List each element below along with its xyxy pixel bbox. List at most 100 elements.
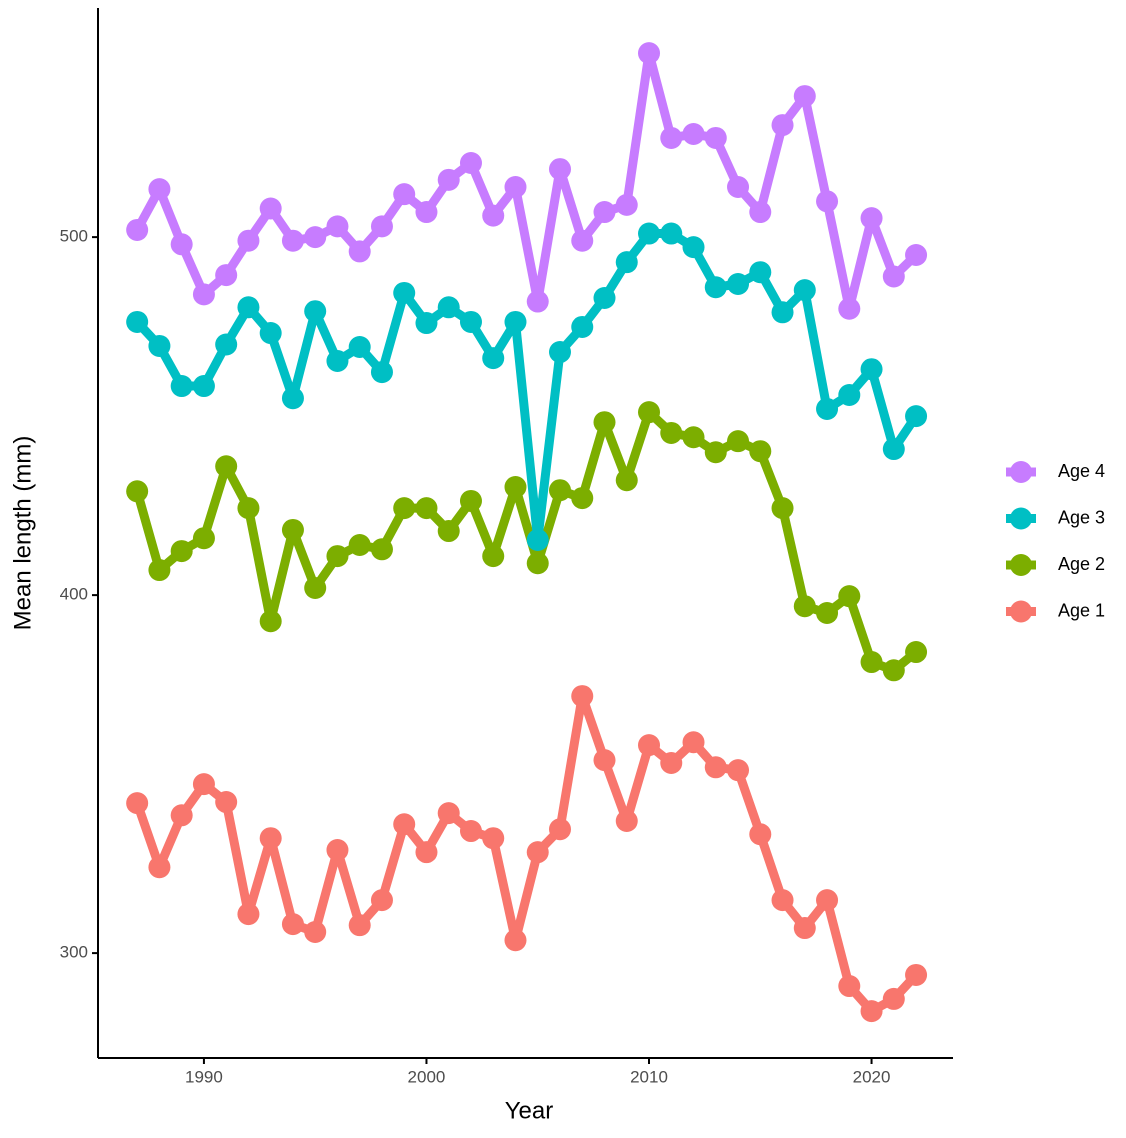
- data-point: [749, 823, 772, 846]
- data-point: [281, 229, 304, 252]
- data-point: [192, 283, 215, 306]
- data-point: [304, 300, 327, 323]
- data-point: [393, 813, 416, 836]
- data-point: [882, 438, 905, 461]
- data-point: [126, 480, 149, 503]
- data-point: [615, 251, 638, 274]
- data-point: [816, 397, 839, 420]
- legend-label: Age 3: [1058, 507, 1105, 527]
- legend-label: Age 2: [1058, 554, 1105, 574]
- data-point: [215, 333, 238, 356]
- series-line: [132, 407, 919, 675]
- data-point: [126, 792, 149, 815]
- data-point: [482, 827, 505, 850]
- data-point: [259, 322, 282, 345]
- data-point: [571, 685, 594, 708]
- data-point: [548, 341, 571, 364]
- data-point: [281, 913, 304, 936]
- data-point: [215, 264, 238, 287]
- data-point: [571, 487, 594, 510]
- data-point: [437, 802, 460, 825]
- data-point: [304, 576, 327, 599]
- data-point: [816, 889, 839, 912]
- y-tick-label: 300: [60, 943, 88, 962]
- data-point: [816, 190, 839, 213]
- data-point: [838, 383, 861, 406]
- data-point: [905, 405, 928, 428]
- series-line: [132, 691, 920, 1016]
- data-point: [593, 286, 616, 309]
- data-point: [905, 244, 928, 267]
- data-point: [304, 226, 327, 249]
- data-point: [727, 759, 750, 782]
- data-point: [259, 197, 282, 220]
- y-axis-title: Mean length (mm): [9, 436, 36, 631]
- data-point: [304, 920, 327, 943]
- x-tick-label: 2000: [408, 1067, 446, 1086]
- x-tick-label: 1990: [185, 1067, 223, 1086]
- data-point: [749, 440, 772, 463]
- data-point: [259, 610, 282, 633]
- data-point: [192, 375, 215, 398]
- data-point: [393, 497, 416, 520]
- data-point: [237, 296, 260, 319]
- data-point: [615, 193, 638, 216]
- data-point: [437, 168, 460, 191]
- data-point: [638, 734, 661, 757]
- legend-key-point: [1010, 461, 1032, 483]
- data-point: [615, 469, 638, 492]
- data-point: [793, 917, 816, 940]
- data-point: [571, 315, 594, 338]
- data-point: [793, 85, 816, 108]
- data-point: [660, 222, 683, 245]
- data-point: [704, 441, 727, 464]
- data-point: [638, 401, 661, 424]
- data-point: [348, 240, 371, 263]
- data-point: [437, 520, 460, 543]
- data-point: [682, 236, 705, 259]
- data-point: [727, 430, 750, 453]
- data-point: [593, 411, 616, 434]
- data-point: [393, 183, 416, 206]
- data-point: [504, 175, 527, 198]
- data-point: [504, 929, 527, 952]
- data-point: [571, 229, 594, 252]
- data-point: [860, 1000, 883, 1023]
- data-point: [704, 126, 727, 149]
- data-point: [882, 265, 905, 288]
- data-point: [526, 552, 549, 575]
- data-point: [816, 602, 839, 625]
- data-point: [905, 963, 928, 986]
- data-point: [148, 178, 171, 201]
- data-point: [704, 276, 727, 299]
- legend-key-point: [1010, 507, 1032, 530]
- data-point: [838, 585, 861, 608]
- data-point: [638, 222, 661, 245]
- data-point: [882, 987, 905, 1010]
- data-point: [704, 756, 727, 779]
- data-point: [170, 233, 193, 256]
- data-point: [215, 455, 238, 478]
- data-point: [749, 261, 772, 284]
- data-point: [281, 518, 304, 541]
- data-point: [170, 540, 193, 563]
- legend-key-point: [1010, 600, 1032, 623]
- data-point: [771, 301, 794, 324]
- data-point: [281, 387, 304, 410]
- data-point: [415, 841, 438, 864]
- data-point: [126, 218, 149, 241]
- data-point: [370, 215, 393, 238]
- data-point: [459, 489, 482, 512]
- legend-key-point: [1010, 554, 1032, 576]
- data-point: [370, 538, 393, 561]
- data-point: [548, 818, 571, 841]
- data-point: [660, 126, 683, 149]
- data-point: [126, 310, 149, 333]
- data-point: [838, 975, 861, 998]
- data-point: [504, 310, 527, 333]
- data-point: [838, 297, 861, 320]
- data-point: [170, 804, 193, 827]
- data-point: [682, 426, 705, 449]
- data-point: [170, 375, 193, 398]
- data-point: [526, 290, 549, 313]
